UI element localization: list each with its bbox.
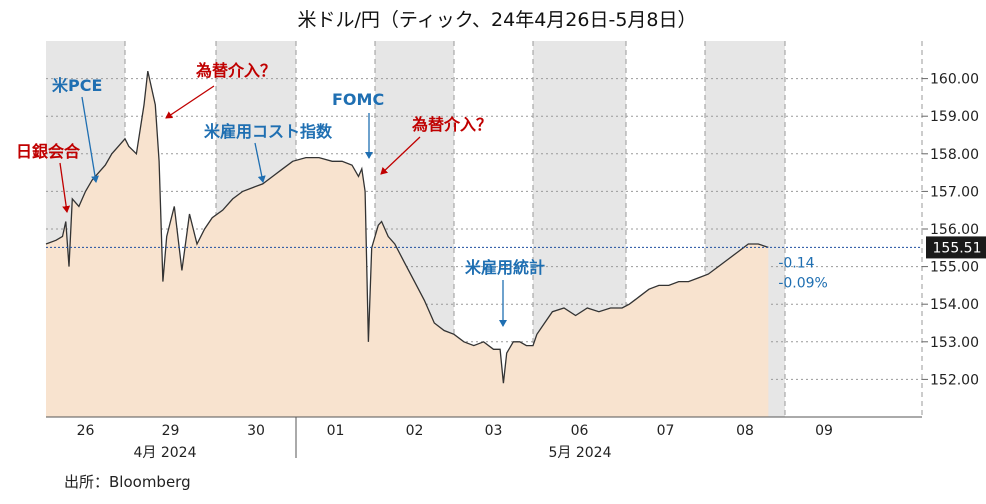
- month-label: 5月 2024: [549, 445, 612, 461]
- change-percent: -0.09%: [778, 275, 828, 291]
- y-tick-label: 158.00: [930, 147, 979, 163]
- last-value-box: [926, 236, 986, 259]
- y-tick-label: 152.00: [930, 372, 979, 388]
- y-tick-labels: 152.00 153.00 154.00 155.00 156.00 157.00 158.…: [930, 72, 979, 389]
- annotation-arrow: [81, 96, 99, 183]
- annotation-arrow: [165, 85, 215, 119]
- last-value-group: 155.51 -0.14 -0.09%: [46, 236, 986, 291]
- month-label: 4月 2024: [134, 445, 197, 461]
- axes: [46, 416, 922, 458]
- annotation-label: 日銀会合: [16, 142, 81, 161]
- x-tick-label: 09: [815, 423, 833, 439]
- last-value-label: 155.51: [933, 240, 982, 256]
- annotation-label: 米PCE: [52, 76, 102, 95]
- x-tick-label: 06: [571, 423, 589, 439]
- x-tick-label: 26: [77, 423, 95, 439]
- area-fill: [46, 71, 769, 417]
- annotation-label: FOMC: [332, 90, 384, 109]
- y-tick-label: 153.00: [930, 335, 979, 351]
- annotation-label: 米雇用コスト指数: [204, 122, 333, 141]
- x-tick-label: 01: [327, 423, 345, 439]
- change-value: -0.14: [778, 255, 814, 271]
- y-tick-label: 159.00: [930, 109, 979, 125]
- x-tick-label: 02: [406, 423, 424, 439]
- annotation-arrow: [254, 142, 266, 183]
- chart-title: 米ドル/円（ティック、24年4月26日-5月8日）: [297, 9, 696, 31]
- source-note: 出所：Bloomberg: [64, 473, 191, 491]
- annotation-arrow: [59, 162, 71, 213]
- y-tick-label: 156.00: [930, 222, 979, 238]
- x-tick-label: 07: [657, 423, 675, 439]
- x-tick-label: 03: [485, 423, 503, 439]
- x-tick-label: 30: [247, 423, 265, 439]
- annotations: 日銀会合 米PCE 為替介入？ 米雇用コスト指数 FOMC 為替介入？ 米雇用統計: [16, 61, 545, 327]
- annotation-arrow: [380, 136, 421, 175]
- annotation-label: 為替介入？: [412, 115, 492, 134]
- y-tick-label: 160.00: [930, 72, 979, 88]
- annotation-label: 米雇用統計: [465, 258, 545, 277]
- x-tick-label: 29: [162, 423, 180, 439]
- x-tick-label: 08: [736, 423, 754, 439]
- y-tick-label: 157.00: [930, 184, 979, 200]
- y-tick-label: 154.00: [930, 297, 979, 313]
- annotation-label: 為替介入？: [196, 61, 276, 80]
- x-tick-labels: 26 29 30 01 02 03 06 07 08 09 4月 2024 5月 2024: [77, 423, 833, 461]
- y-tick-label: 155.00: [930, 260, 979, 276]
